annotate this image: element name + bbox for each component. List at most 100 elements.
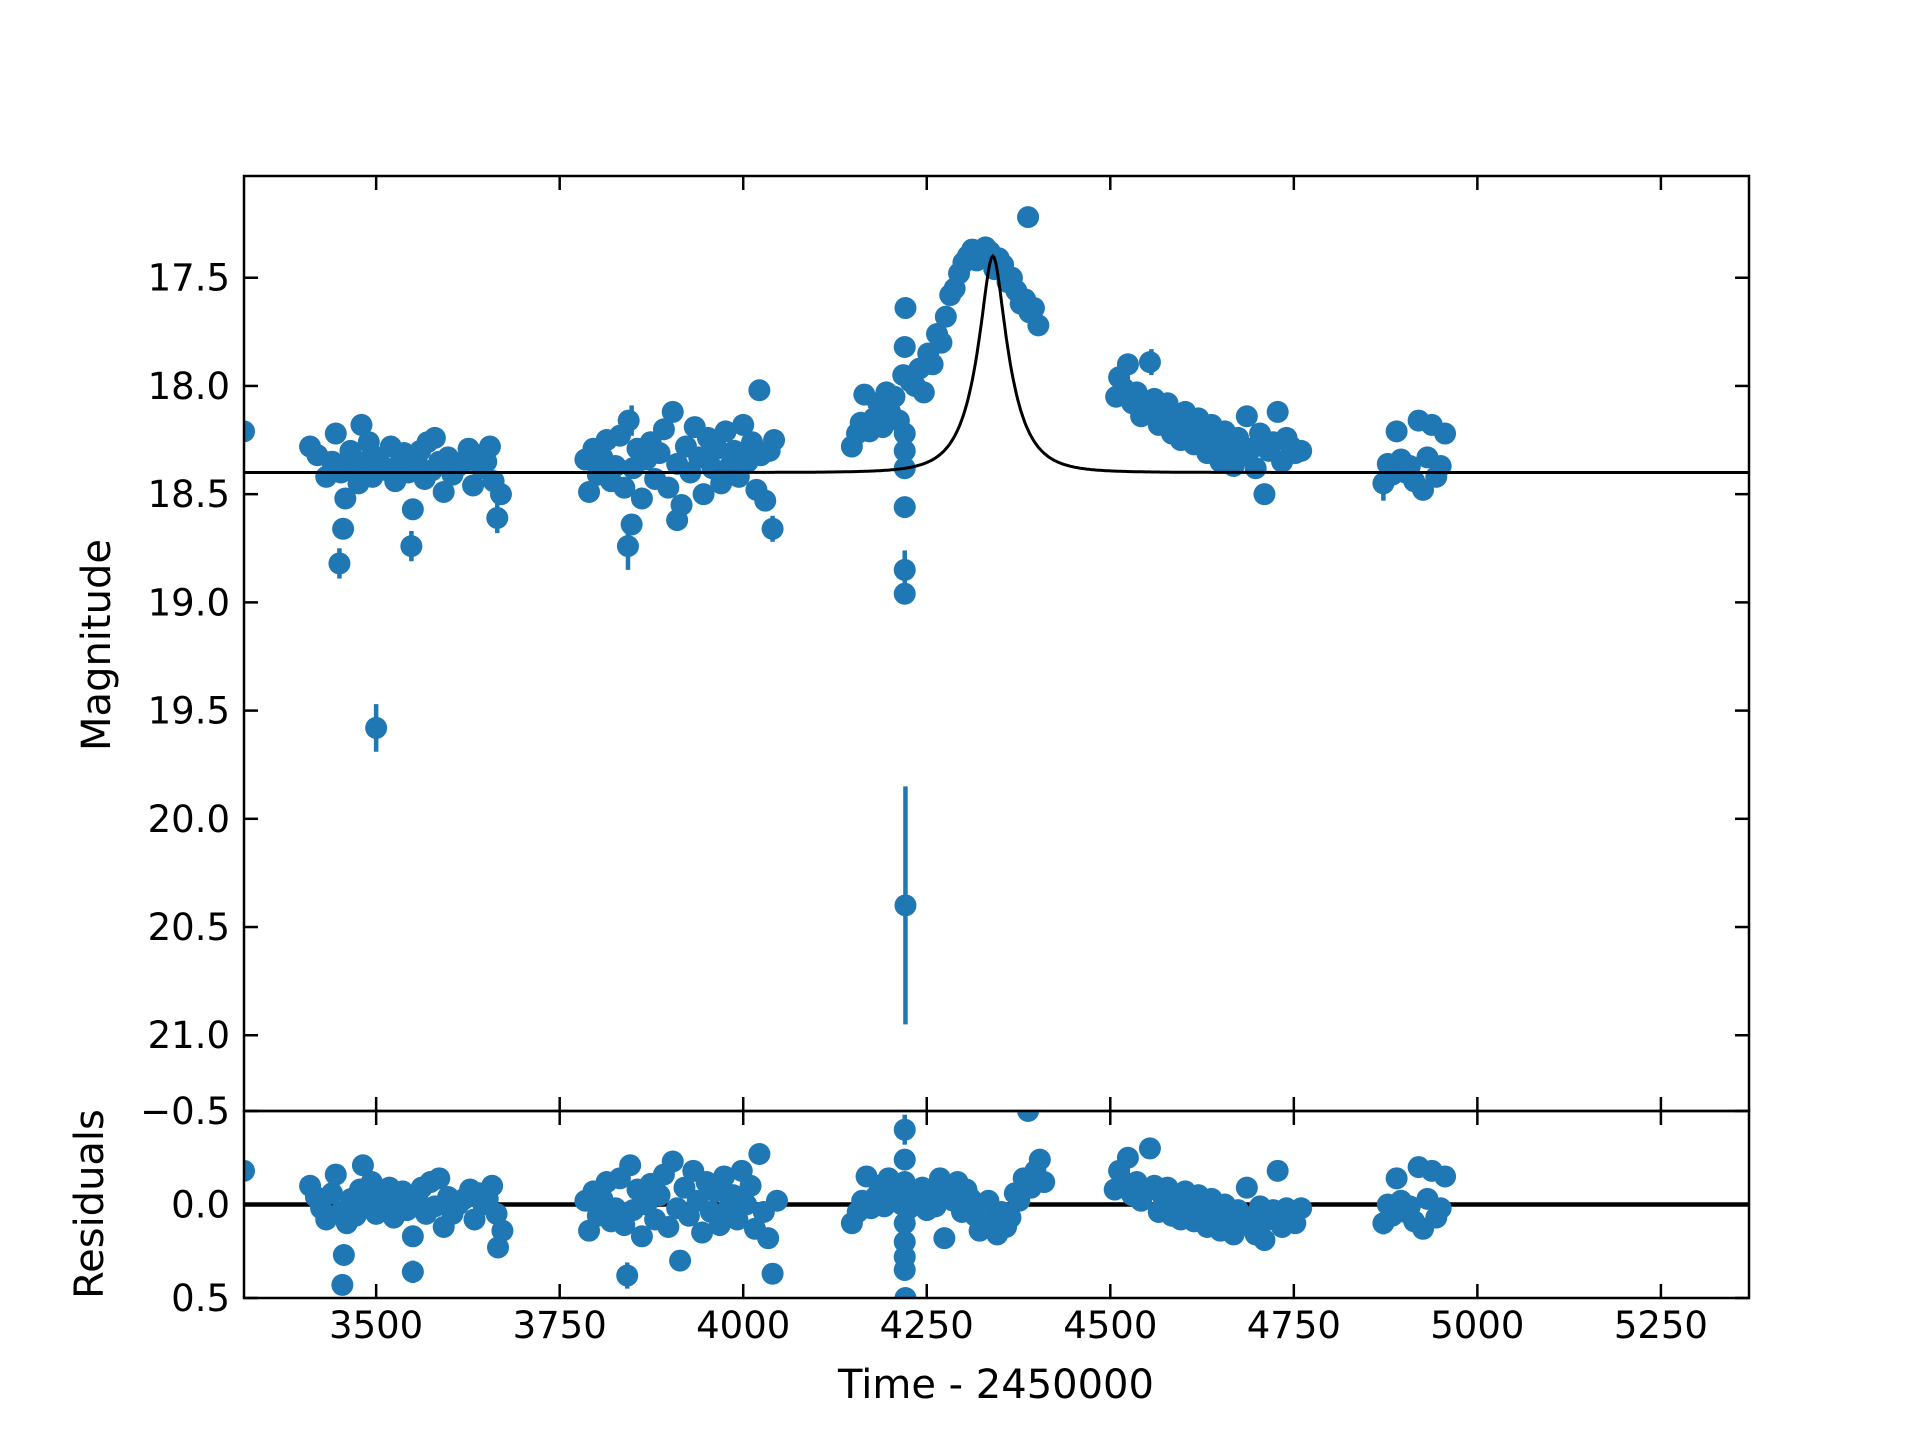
magnitude-point	[893, 558, 916, 581]
residual-point	[485, 1202, 508, 1225]
magnitude-y-tick-label: 19.5	[148, 690, 230, 733]
magnitude-point	[616, 535, 639, 558]
time-x-tick-label: 4250	[880, 1304, 974, 1347]
magnitude-point	[1022, 297, 1045, 320]
residual-point	[761, 1262, 784, 1285]
residual-point	[1116, 1146, 1139, 1169]
magnitude-point	[763, 429, 786, 452]
magnitude-point	[710, 472, 733, 495]
magnitude-point	[617, 409, 640, 432]
residual-point	[691, 1221, 714, 1244]
residuals-y-tick-label: −0.5	[140, 1090, 230, 1133]
residual-point	[487, 1236, 510, 1259]
residual-point	[669, 1249, 692, 1272]
magnitude-point	[244, 420, 255, 443]
magnitude-point	[705, 437, 728, 460]
residuals-axis-label: Residuals	[67, 1109, 113, 1299]
magnitude-point	[1017, 206, 1040, 229]
magnitude-point	[324, 422, 347, 445]
residual-point	[1017, 1111, 1040, 1122]
magnitude-point	[1253, 483, 1276, 506]
magnitude-point	[934, 305, 957, 328]
magnitude-point	[732, 413, 755, 436]
magnitude-point	[630, 487, 653, 510]
residual-point	[657, 1215, 680, 1238]
magnitude-axis-label: Magnitude	[74, 539, 120, 751]
residual-point	[757, 1227, 780, 1250]
magnitude-panel: 17.5 18.0 18.5 19.0 19.5 20.0 20.5 21.0 Magnitu…	[74, 174, 1751, 1113]
magnitude-y-tick-label: 18.0	[148, 365, 230, 408]
magnitude-point	[478, 435, 501, 458]
residual-point	[648, 1184, 671, 1207]
magnitude-point	[1266, 400, 1289, 423]
time-axis-label: Time - 2450000	[837, 1362, 1154, 1408]
magnitude-point	[334, 487, 357, 510]
residual-point	[894, 1287, 917, 1298]
magnitude-point	[894, 894, 917, 917]
residual-point	[924, 1195, 947, 1218]
time-x-tick-label: 3750	[513, 1304, 607, 1347]
magnitude-point	[350, 413, 373, 436]
magnitude-point	[661, 400, 684, 423]
magnitude-y-tick-label: 20.0	[148, 798, 230, 841]
time-x-tick-label: 3500	[329, 1304, 423, 1347]
magnitude-point	[613, 476, 636, 499]
time-x-tick-label: 5250	[1614, 1304, 1708, 1347]
residuals-y-tick-label: 0.0	[171, 1184, 230, 1227]
residual-point	[739, 1174, 762, 1197]
residual-point	[321, 1182, 344, 1205]
magnitude-y-tick-label: 20.5	[148, 906, 230, 949]
time-x-tick-label: 4500	[1063, 1304, 1157, 1347]
magnitude-point	[894, 297, 917, 320]
magnitude-point	[893, 582, 916, 605]
residual-point	[401, 1260, 424, 1283]
magnitude-point	[462, 474, 485, 497]
magnitude-point	[748, 379, 771, 402]
time-x-tick-label: 4750	[1247, 1304, 1341, 1347]
magnitude-point	[1434, 422, 1457, 445]
magnitude-point	[912, 381, 935, 404]
residual-point	[1138, 1137, 1161, 1160]
magnitude-point	[1290, 439, 1313, 462]
magnitude-point	[1244, 457, 1267, 480]
residuals-panel-ticks: −0.5 0.0 0.5 3500 3750 4000 4250 4500 4750 5000 52…	[140, 1090, 1749, 1347]
magnitude-point	[432, 480, 455, 503]
magnitude-point	[328, 552, 351, 575]
magnitude-point	[489, 483, 512, 506]
magnitude-point	[423, 426, 446, 449]
magnitude-point	[620, 513, 643, 536]
residual-point	[748, 1143, 771, 1166]
residual-point	[619, 1154, 642, 1177]
residual-point	[332, 1243, 355, 1266]
residual-point	[661, 1150, 684, 1173]
residual-point	[1290, 1197, 1313, 1220]
magnitude-point	[365, 716, 388, 739]
time-x-tick-label: 5000	[1430, 1304, 1524, 1347]
magnitude-point	[883, 385, 906, 408]
magnitude-y-tick-label: 21.0	[148, 1014, 230, 1057]
residual-point	[630, 1225, 653, 1248]
residuals-y-tick-label: 0.5	[171, 1277, 230, 1320]
magnitude-point	[1138, 351, 1161, 374]
time-x-tick-label: 4000	[696, 1304, 790, 1347]
magnitude-y-tick-label: 18.5	[148, 473, 230, 516]
residual-point	[1434, 1165, 1457, 1188]
residual-point	[893, 1148, 916, 1171]
magnitude-point	[1235, 405, 1258, 428]
magnitude-point	[657, 476, 680, 499]
magnitude-point	[893, 496, 916, 519]
residuals-points	[244, 1111, 1457, 1298]
residual-point	[959, 1187, 982, 1210]
residual-point	[481, 1174, 504, 1197]
residual-point	[1253, 1229, 1276, 1252]
magnitude-point	[930, 331, 953, 354]
residuals-panel: −0.5 0.0 0.5 3500 3750 4000 4250 4500 4750 5000 52…	[67, 1090, 1751, 1408]
microlensing-model-curve	[244, 253, 1749, 474]
magnitude-point	[754, 489, 777, 512]
magnitude-point	[652, 418, 675, 441]
residual-point	[1385, 1167, 1408, 1190]
magnitude-y-tick-label: 17.5	[148, 257, 230, 300]
magnitude-point	[1385, 420, 1408, 443]
magnitude-point	[921, 353, 944, 376]
magnitude-point	[486, 506, 509, 529]
